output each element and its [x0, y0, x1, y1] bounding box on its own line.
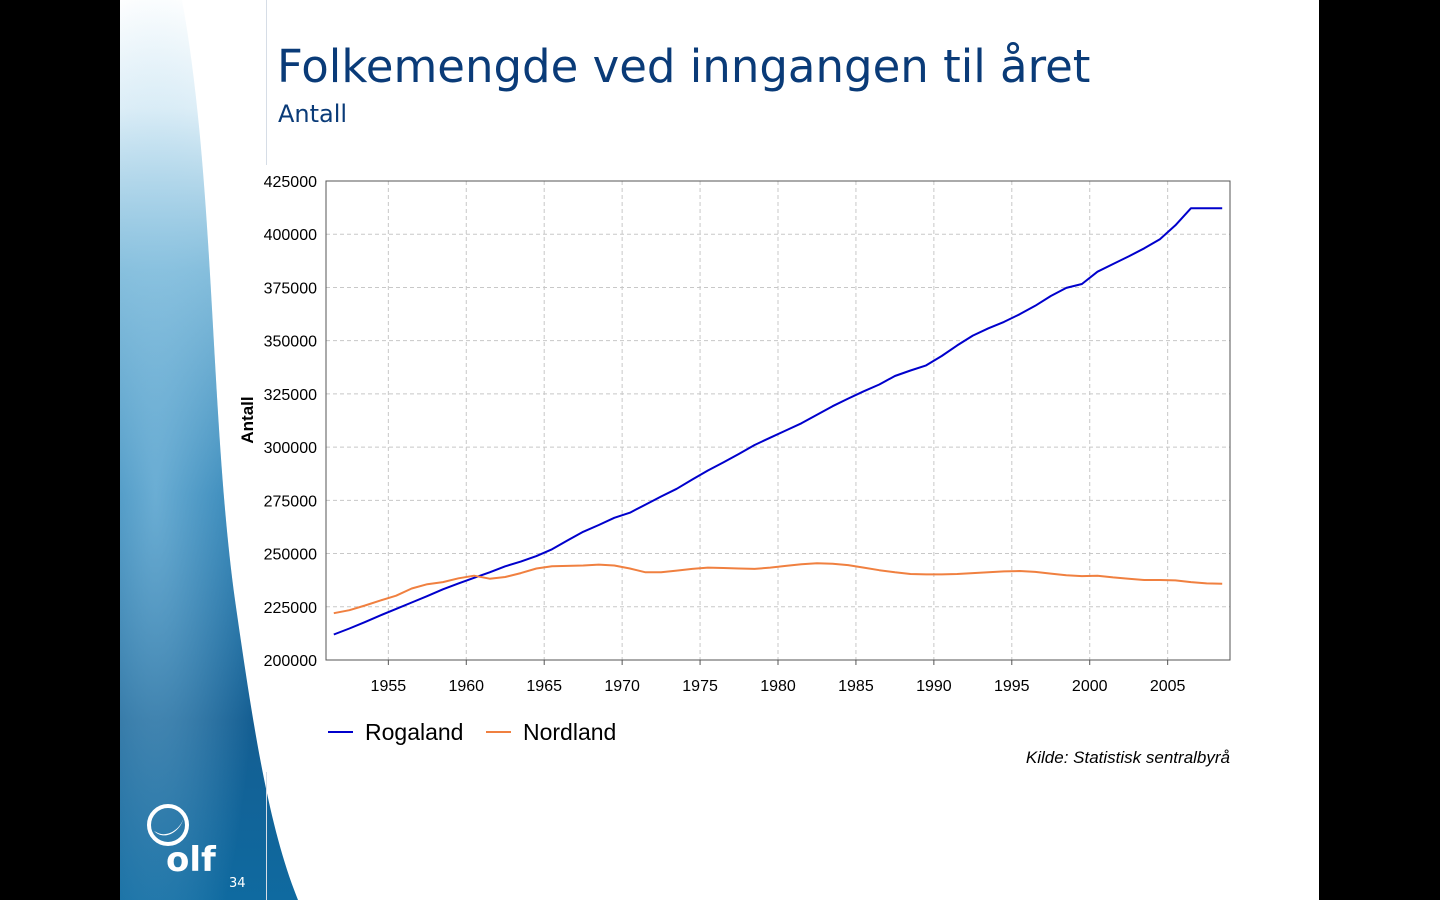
- y-axis-ticks: 200000 225000 250000 275000 300000 325000 3500…: [264, 174, 317, 670]
- series-line-nordland: [333, 562, 1223, 615]
- x-tick-label: 1980: [760, 678, 796, 695]
- series-line-rogaland: [333, 207, 1223, 636]
- x-tick-label: 1955: [371, 678, 407, 695]
- x-tick-label: 1985: [838, 678, 874, 695]
- y-tick-label: 425000: [264, 174, 317, 191]
- y-tick-label: 375000: [264, 280, 317, 297]
- ocean-background-image: [120, 0, 298, 900]
- y-tick-label: 225000: [264, 600, 317, 617]
- slide-title: Folkemengde ved inngangen til året: [277, 40, 1091, 93]
- population-line-chart: 200000 225000 250000 275000 300000 325000 3500…: [238, 174, 1231, 745]
- y-tick-label: 400000: [264, 227, 317, 244]
- x-tick-label: 2000: [1072, 678, 1108, 695]
- legend-label-rogaland: Rogaland: [365, 719, 463, 745]
- olf-logo: olf: [147, 804, 217, 880]
- y-tick-label: 200000: [264, 653, 317, 670]
- slide-subtitle: Antall: [278, 100, 348, 128]
- x-tick-label: 2005: [1150, 678, 1186, 695]
- x-axis-ticks: 1955 1960 1965 1970 1975 1980 1985 1990 1995 2000…: [371, 660, 1186, 695]
- y-tick-label: 250000: [264, 547, 317, 564]
- legend-label-nordland: Nordland: [523, 719, 616, 745]
- x-tick-label: 1975: [682, 678, 718, 695]
- x-tick-label: 1990: [916, 678, 952, 695]
- y-tick-label: 325000: [264, 387, 317, 404]
- y-tick-label: 350000: [264, 334, 317, 351]
- divider-line-top: [266, 0, 267, 165]
- x-tick-label: 1960: [448, 678, 484, 695]
- y-axis-label: Antall: [238, 396, 257, 443]
- divider-line-bottom: [266, 772, 267, 900]
- x-tick-label: 1970: [604, 678, 640, 695]
- source-note: Kilde: Statistisk sentralbyrå: [1025, 748, 1230, 767]
- x-tick-label: 1965: [526, 678, 562, 695]
- y-tick-label: 275000: [264, 493, 317, 510]
- svg-text:olf: olf: [166, 840, 217, 880]
- page-number: 34: [229, 876, 246, 891]
- chart-legend: Rogaland Nordland: [328, 719, 616, 745]
- chart-grid: [326, 180, 1230, 661]
- chart-series: [333, 207, 1223, 636]
- x-tick-label: 1995: [994, 678, 1030, 695]
- y-tick-label: 300000: [264, 440, 317, 457]
- slide: Folkemengde ved inngangen til året Antal…: [120, 0, 1319, 900]
